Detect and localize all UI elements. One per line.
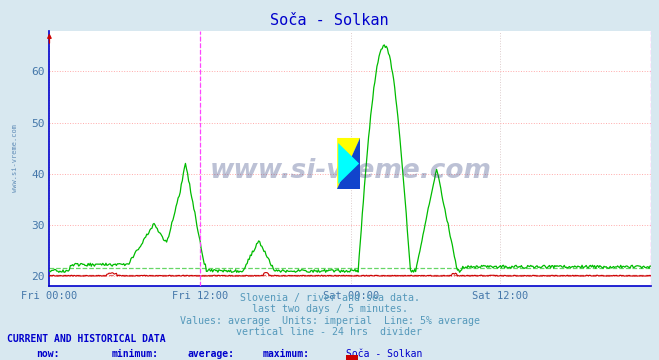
Polygon shape — [337, 138, 360, 189]
Text: maximum:: maximum: — [262, 349, 309, 359]
Polygon shape — [337, 138, 360, 189]
Text: www.si-vreme.com: www.si-vreme.com — [210, 158, 491, 184]
Text: minimum:: minimum: — [112, 349, 159, 359]
Text: Slovenia / river and sea data.: Slovenia / river and sea data. — [239, 293, 420, 303]
Text: CURRENT AND HISTORICAL DATA: CURRENT AND HISTORICAL DATA — [7, 334, 165, 344]
Text: Values: average  Units: imperial  Line: 5% average: Values: average Units: imperial Line: 5%… — [179, 316, 480, 326]
Polygon shape — [338, 143, 359, 184]
Text: www.si-vreme.com: www.si-vreme.com — [11, 125, 18, 192]
Text: average:: average: — [188, 349, 235, 359]
Text: Soča - Solkan: Soča - Solkan — [346, 349, 422, 359]
Text: last two days / 5 minutes.: last two days / 5 minutes. — [252, 304, 407, 314]
Text: Soča - Solkan: Soča - Solkan — [270, 13, 389, 28]
Text: vertical line - 24 hrs  divider: vertical line - 24 hrs divider — [237, 327, 422, 337]
Text: now:: now: — [36, 349, 60, 359]
